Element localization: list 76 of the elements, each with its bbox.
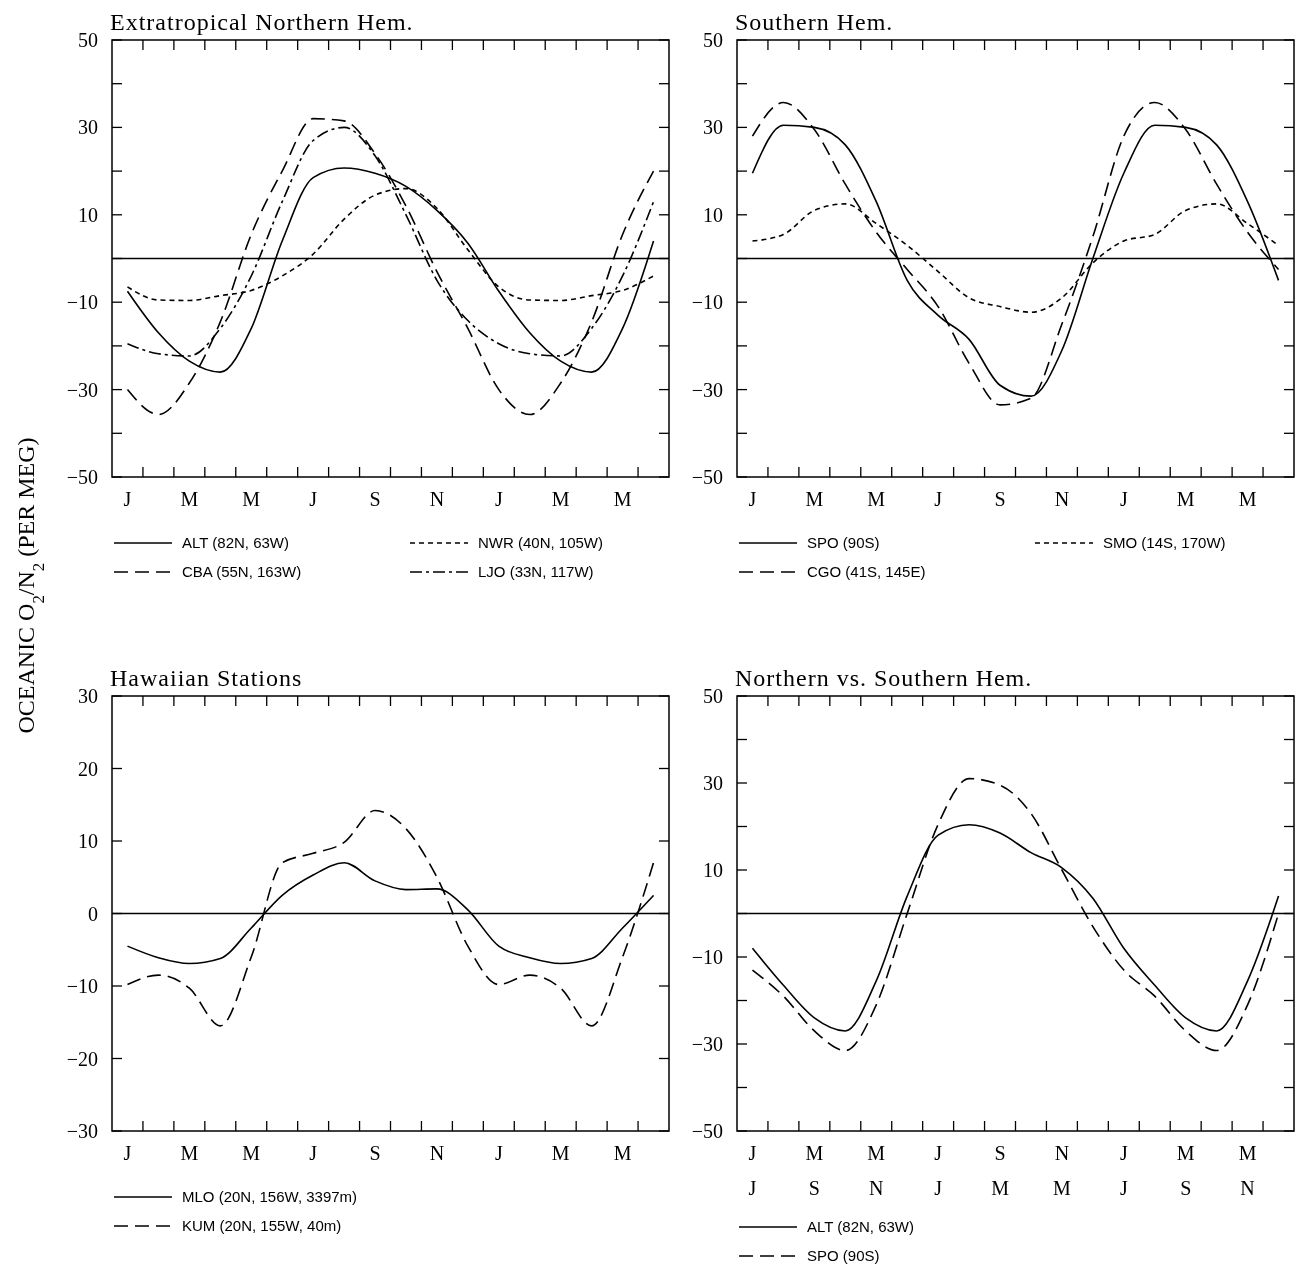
y-tick-label: 30 [703,116,723,139]
y-tick-label: −10 [691,291,723,314]
x-tick-label: M [613,1142,632,1164]
y-tick-label: −20 [66,1047,98,1070]
x-tick-label: M [805,488,824,510]
y-tick-label: 10 [78,830,98,852]
y-tick-label: 50 [703,685,723,707]
x-tick-label: M [867,488,886,510]
legend-label: SPO (90S) [807,534,880,552]
x-tick-label: J [123,1142,132,1164]
y-tick-label: −30 [66,1120,98,1142]
x-tick-label: N [429,488,445,510]
y-tick-label: 10 [703,859,723,881]
x-tick-label: M [242,488,261,510]
y-tick-label: 30 [78,685,98,707]
x-tick-label: M [1176,488,1195,510]
x-tick-label: M [613,488,632,510]
x-tick-label: M [242,1142,261,1164]
legend-label: LJO (33N, 117W) [478,563,594,581]
y-tick-label: −50 [66,466,98,488]
x-tick-label: J [309,488,318,510]
x-tick-label: M N [1238,1142,1257,1199]
chart-title: Northern vs. Southern Hem. [735,665,1033,691]
y-tick-label: 10 [703,203,723,226]
x-tick-label: J [748,488,757,510]
y-tick-label: 10 [78,203,98,226]
x-tick-label: S [369,1142,381,1164]
y-tick-label: −10 [66,975,98,997]
x-tick-label: N [429,1142,445,1164]
y-tick-label: 50 [78,29,98,51]
legend-label: MLO (20N, 156W, 3397m) [182,1188,358,1206]
x-tick-label: J [934,488,943,510]
x-tick-label: J J [1119,1142,1128,1199]
x-tick-label: M S [1176,1142,1195,1199]
x-tick-label: M [1238,488,1257,510]
legend-label: SMO (14S, 170W) [1103,534,1226,552]
legend-label: SPO (90S) [807,1247,880,1265]
x-tick-label: J J [748,1142,757,1199]
x-tick-label: M N [867,1142,886,1199]
legend-label: ALT (82N, 63W) [807,1218,914,1236]
y-tick-label: 20 [78,757,98,780]
legend-label: NWR (40N, 105W) [478,534,604,552]
x-tick-label: N M [1053,1142,1072,1199]
x-tick-label: J [494,488,503,510]
y-tick-label: 30 [703,772,723,794]
x-tick-label: N [1054,488,1070,510]
x-tick-label: M [180,1142,199,1164]
legend-label: CBA (55N, 163W) [182,563,302,581]
y-tick-label: 30 [78,116,98,139]
x-tick-label: J [1119,488,1128,510]
chart-title: Hawaiian Stations [110,665,303,691]
legend-label: CGO (41S, 145E) [807,563,926,581]
y-tick-label: −30 [691,1033,723,1055]
y-tick-label: 50 [703,29,723,51]
chart-title: Extratropical Northern Hem. [110,9,414,35]
y-tick-label: −10 [691,946,723,968]
y-tick-label: −50 [691,1120,723,1142]
legend-label: ALT (82N, 63W) [182,534,289,552]
chart-title: Southern Hem. [735,9,894,35]
y-tick-label: 0 [88,902,98,925]
x-tick-label: M [551,488,570,510]
x-tick-label: M [180,488,199,510]
x-tick-label: S [994,488,1006,510]
y-tick-label: −30 [66,378,98,401]
legend-label: KUM (20N, 155W, 40m) [182,1217,342,1235]
x-tick-label: J [309,1142,318,1164]
x-tick-label: S [369,488,381,510]
x-tick-label: M S [805,1142,824,1199]
x-tick-label: S M [991,1142,1010,1199]
x-tick-label: J J [934,1142,943,1199]
x-tick-label: J [494,1142,503,1164]
y-tick-label: −50 [691,466,723,488]
x-tick-label: J [123,488,132,510]
y-tick-label: −30 [691,378,723,401]
y-tick-label: −10 [66,291,98,314]
x-tick-label: M [551,1142,570,1164]
